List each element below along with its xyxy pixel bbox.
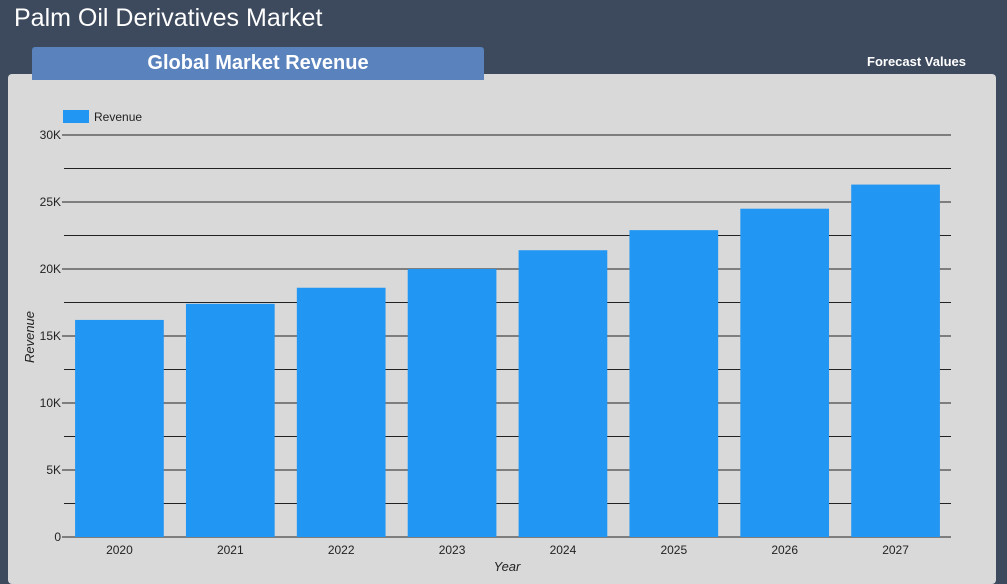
x-tick-label: 2024 xyxy=(550,543,577,557)
tab-global-market-revenue[interactable]: Global Market Revenue xyxy=(32,47,484,80)
page-title: Palm Oil Derivatives Market xyxy=(14,4,323,32)
legend-label-revenue: Revenue xyxy=(94,110,142,124)
bar-2023[interactable] xyxy=(407,269,497,537)
bar-2025[interactable] xyxy=(629,230,719,537)
bar-2020[interactable] xyxy=(75,319,164,537)
y-tick-label: 30K xyxy=(40,128,61,142)
x-tick-label: 2020 xyxy=(106,543,133,557)
y-axis-ticks: 0 5K 10K 15K 20K 25K 30K xyxy=(40,128,64,544)
y-tick-label: 25K xyxy=(40,195,61,209)
bars xyxy=(75,184,940,538)
y-tick-label: 15K xyxy=(40,329,61,343)
y-tick-label: 10K xyxy=(40,396,61,410)
x-tick-label: 2021 xyxy=(217,543,244,557)
x-tick-label: 2027 xyxy=(882,543,909,557)
y-tick-label: 0 xyxy=(54,530,61,544)
chart-panel xyxy=(8,74,996,584)
x-tick-label: 2026 xyxy=(771,543,798,557)
y-tick-label: 20K xyxy=(40,262,61,276)
forecast-values-link[interactable]: Forecast Values xyxy=(867,54,966,69)
bar-2021[interactable] xyxy=(185,303,275,537)
x-axis-title: Year xyxy=(494,559,521,574)
x-tick-label: 2023 xyxy=(439,543,466,557)
bar-2026[interactable] xyxy=(740,208,830,537)
x-axis-ticks: 2020 2021 2022 2023 2024 2025 2026 2027 xyxy=(106,543,909,557)
legend: Revenue xyxy=(63,110,142,124)
y-tick-label: 5K xyxy=(46,463,61,477)
bar-2022[interactable] xyxy=(296,287,386,537)
legend-swatch-revenue xyxy=(63,110,89,123)
y-axis-title: Revenue xyxy=(22,311,37,363)
bar-2027[interactable] xyxy=(851,184,940,537)
x-tick-label: 2025 xyxy=(660,543,687,557)
x-tick-label: 2022 xyxy=(328,543,355,557)
bar-2024[interactable] xyxy=(518,250,608,538)
